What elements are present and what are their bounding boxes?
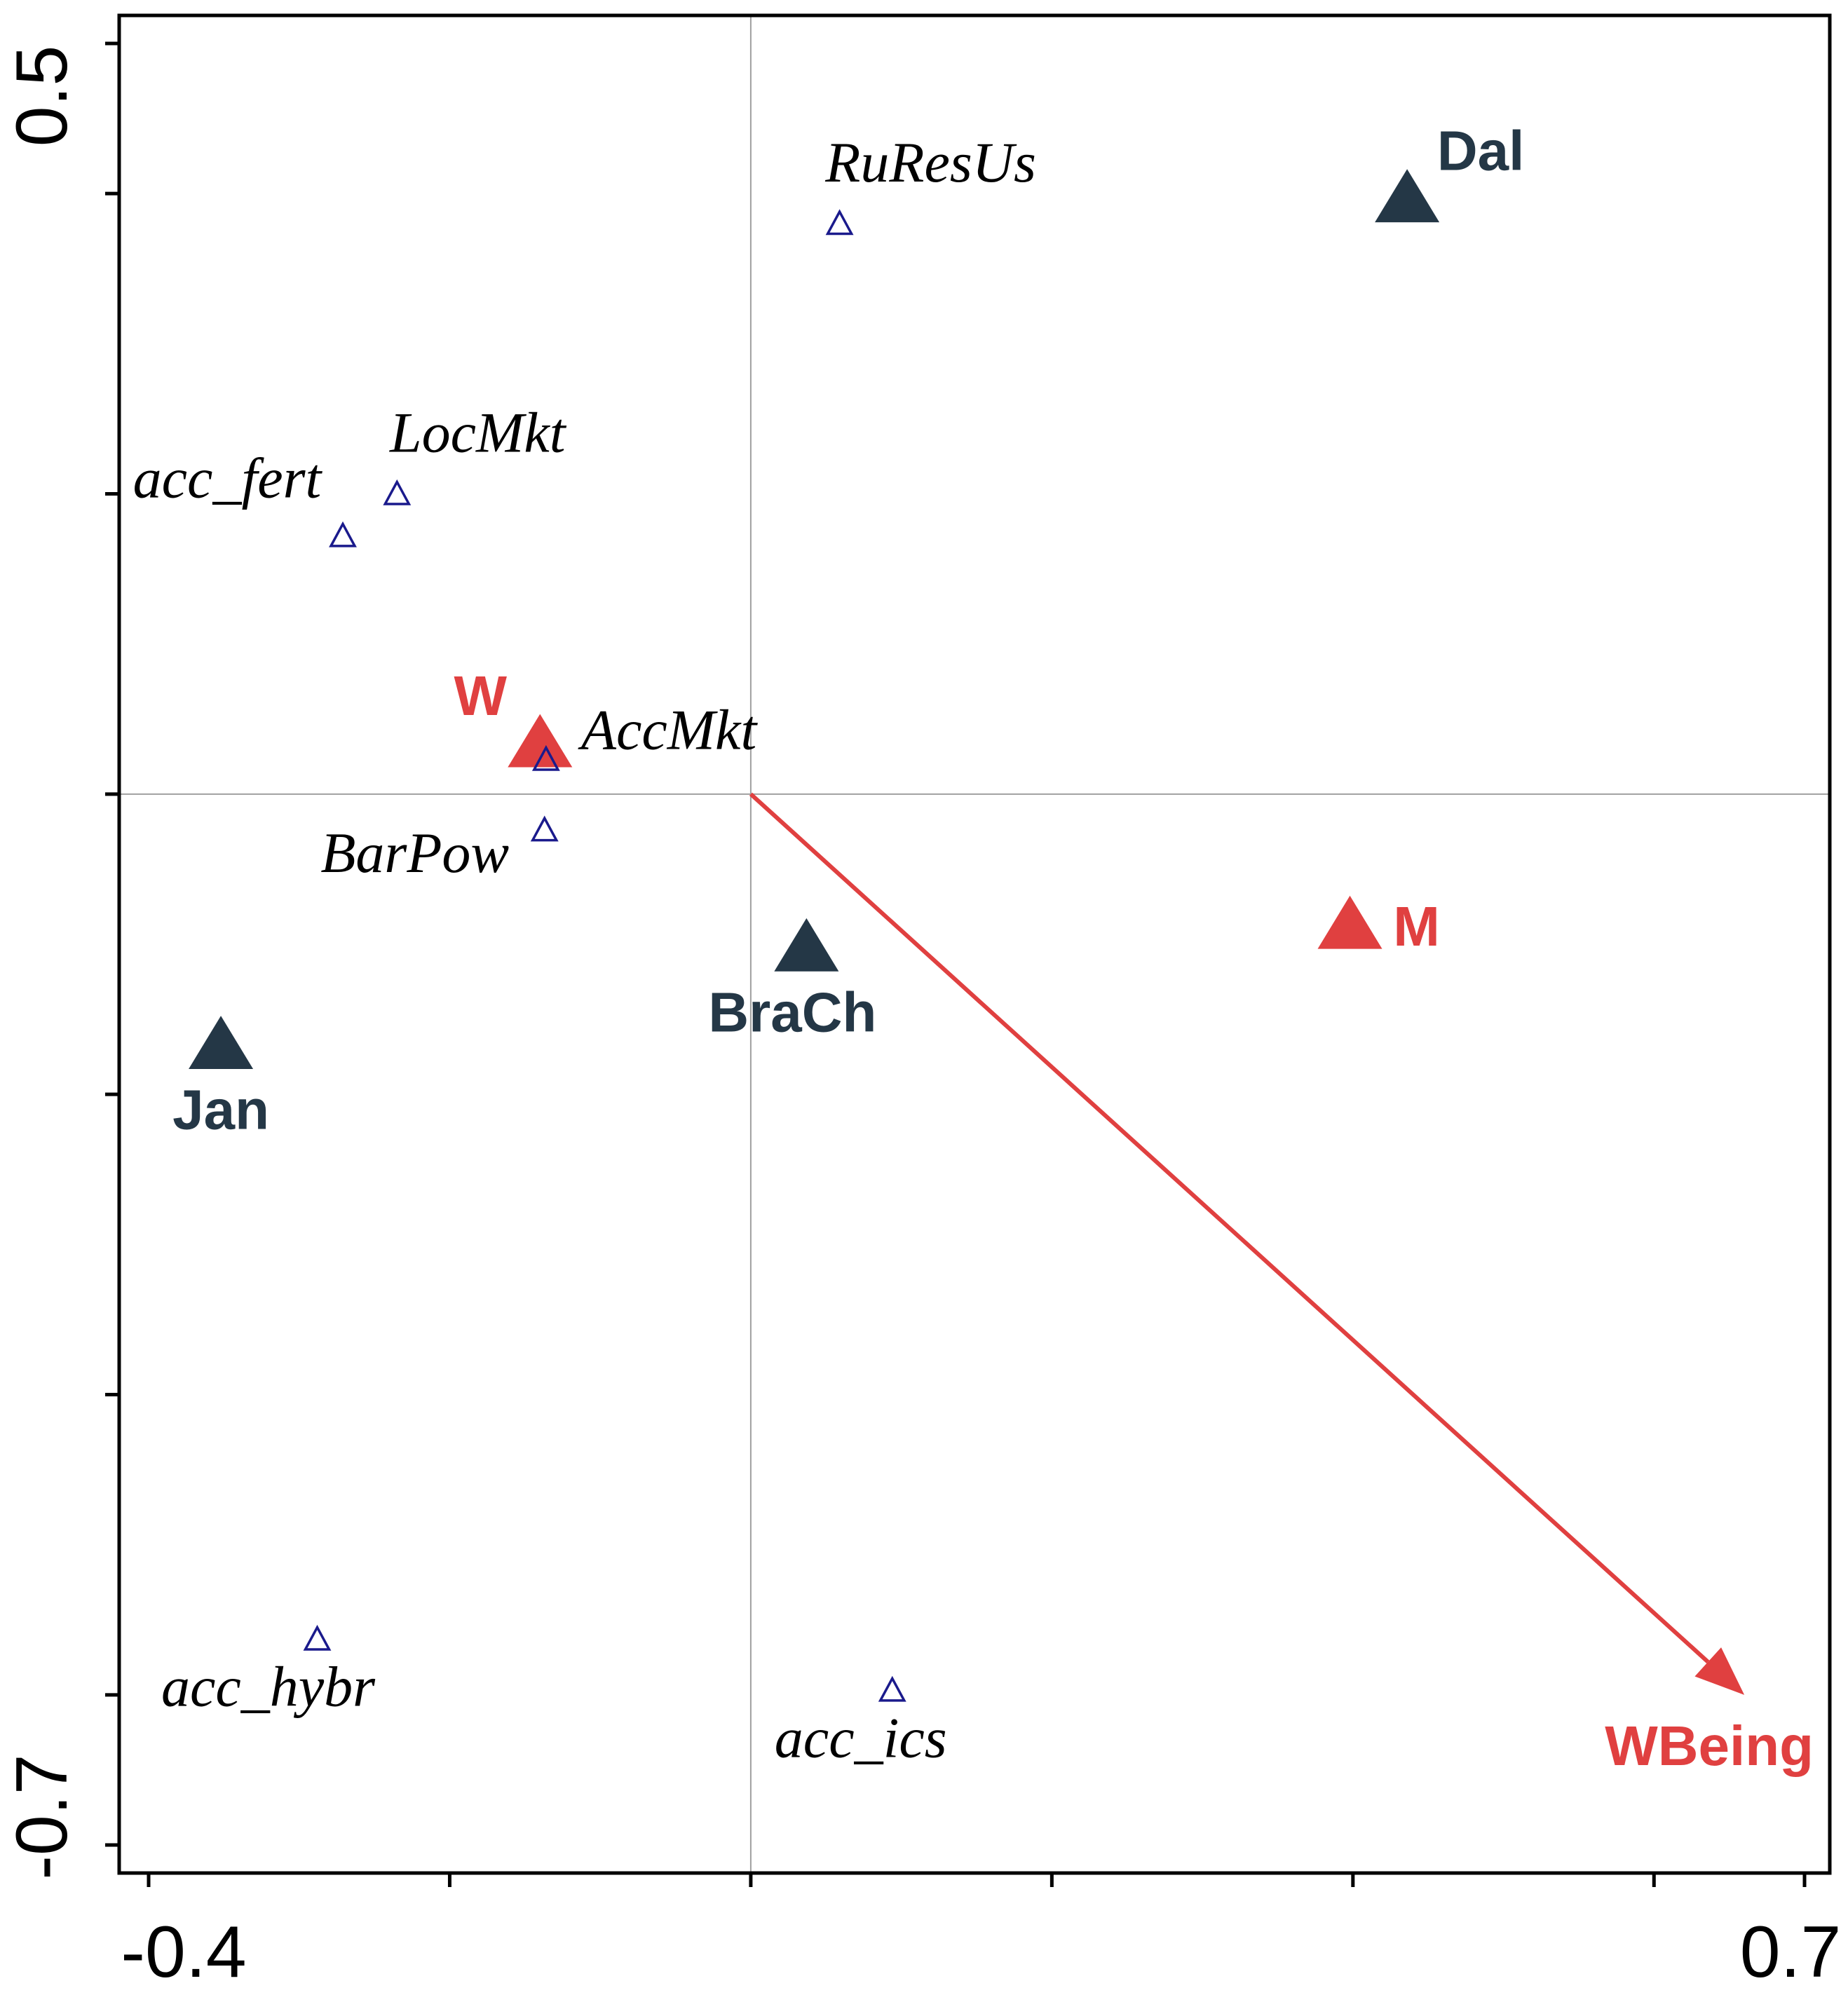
x-tick-label-min: -0.4 (121, 1912, 246, 1991)
point-label-LocMkt: LocMkt (389, 401, 567, 465)
plot-frame (117, 13, 1832, 1875)
point-label-W: W (454, 665, 508, 727)
variable-marker-RuResUs (825, 209, 854, 236)
point-label-RuResUs: RuResUs (824, 130, 1036, 194)
x-tick-label-max: 0.7 (1740, 1912, 1842, 1991)
point-label-Jan: Jan (172, 1078, 269, 1141)
x-axis-ticks (147, 1873, 1807, 1887)
variable-marker-acc_hybr (303, 1624, 332, 1651)
point-label-BraCh: BraCh (708, 981, 876, 1043)
site-marker-Jan (189, 1016, 254, 1069)
wbeing-arrow-head (1694, 1647, 1745, 1695)
point-label-acc_hybr: acc_hybr (161, 1655, 376, 1719)
gender-marker-W (508, 714, 573, 768)
point-label-M: M (1393, 895, 1440, 958)
variable-marker-LocMkt (383, 479, 412, 505)
point-label-acc_fert: acc_fert (133, 446, 323, 510)
point-label-Dal: Dal (1437, 120, 1525, 182)
variable-marker-acc_ics (878, 1675, 906, 1702)
site-marker-Dal (1375, 169, 1440, 223)
site-marker-BraCh (774, 918, 839, 972)
data-markers (189, 169, 1440, 1702)
y-axis-ticks (105, 41, 119, 1847)
gender-marker-M (1317, 895, 1382, 949)
wbeing-arrow (749, 792, 1710, 1664)
wbeing-arrow-label: WBeing (1605, 1715, 1814, 1777)
y-tick-label-min: -0.7 (1, 1754, 83, 1879)
point-label-BarPow: BarPow (320, 821, 509, 885)
variable-marker-AccMkt (531, 744, 560, 771)
point-label-AccMkt: AccMkt (578, 698, 759, 762)
variable-marker-BarPow (530, 815, 559, 842)
y-tick-label-max: 0.5 (1, 46, 83, 147)
point-label-acc_ics: acc_ics (775, 1705, 947, 1769)
data-labels: Dal BraCh Jan W M RuResUs LocMkt acc_fert AccMkt… (133, 120, 1525, 1770)
variable-marker-acc_fert (329, 521, 357, 547)
